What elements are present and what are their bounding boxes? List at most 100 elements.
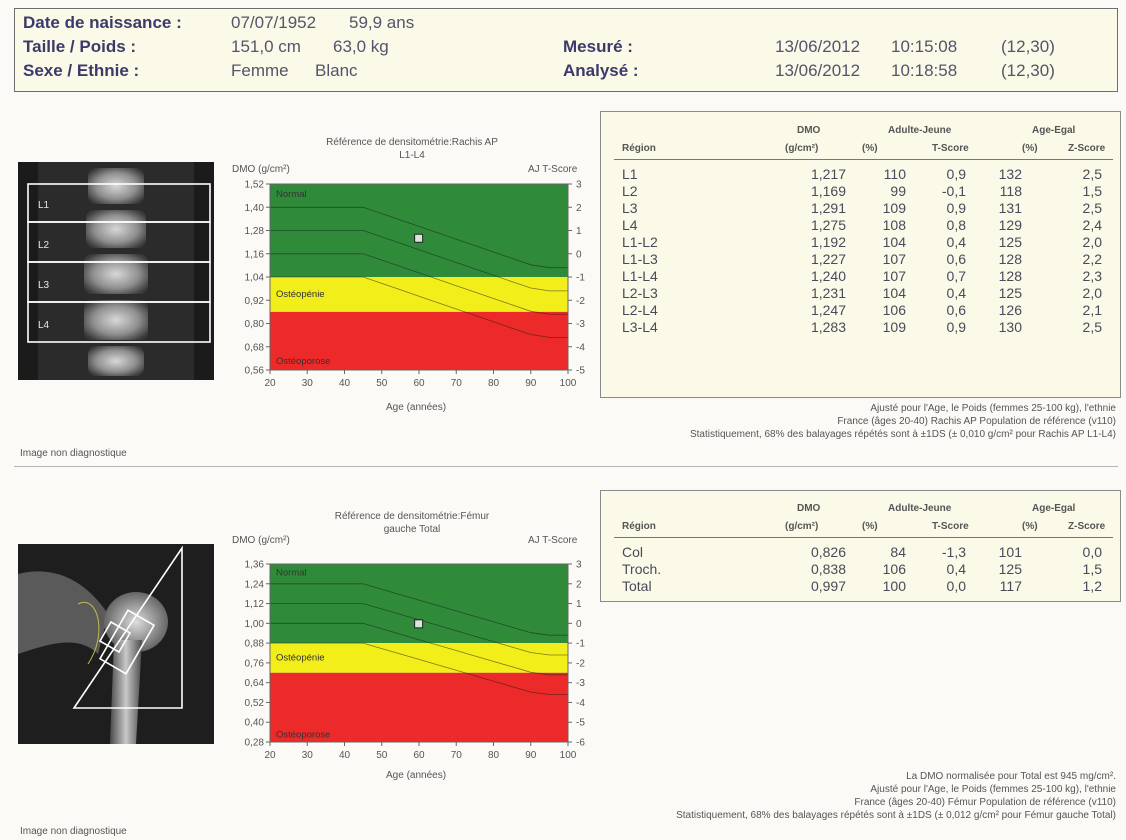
spine-note-2: France (âges 20-40) Rachis AP Population…	[837, 416, 1116, 427]
spine-cell-z-score: 2,5	[1082, 166, 1102, 182]
femur-table-header-rule	[614, 537, 1113, 538]
reference-curve	[270, 253, 568, 315]
spine-cell-region: L3	[622, 200, 638, 216]
femur-results-table	[600, 490, 1121, 602]
spine-cell-am-pct: 126	[998, 302, 1022, 318]
spine-non-diagnostic: Image non diagnostique	[20, 448, 127, 459]
t-tick-label: -1	[576, 639, 585, 650]
femur-cell-ya-pct: 106	[882, 561, 906, 577]
spine-cell-ya-pct: 104	[882, 234, 906, 250]
femur-cell-region: Total	[622, 578, 652, 594]
y-tick-label: 1,24	[245, 579, 265, 590]
spine-cell-bmd: 1,291	[810, 200, 846, 216]
spine-table-body: L1 1,217 110 0,9 132 2,5 L2 1,169 99 -0,1 118 1,5 L3…	[622, 166, 1102, 336]
x-tick-label: 80	[488, 378, 500, 389]
spine-th-z-score: Z-Score	[1068, 143, 1106, 154]
y-tick-label: 1,36	[245, 560, 265, 571]
y-tick-label: 1,28	[245, 226, 265, 237]
sex-value: Femme	[231, 61, 289, 80]
t-tick-label: 3	[576, 180, 582, 191]
t-tick-label: -6	[576, 738, 585, 749]
age-value: 59,9 ans	[349, 13, 415, 32]
femur-chart-xlabel: Age (années)	[386, 770, 447, 781]
spine-cell-z-score: 2,2	[1082, 251, 1102, 267]
y-tick-label: 1,00	[245, 619, 265, 630]
spine-cell-am-pct: 118	[999, 183, 1022, 199]
analyzed-time: 10:18:58	[891, 61, 958, 80]
spine-cell-am-pct: 125	[998, 285, 1022, 301]
spine-cell-t-score: 0,6	[946, 251, 966, 267]
femur-cell-bmd: 0,826	[810, 544, 846, 560]
x-tick-label: 70	[451, 750, 463, 761]
femur-cell-t-score: 0,0	[946, 578, 966, 594]
y-tick-label: 0,56	[245, 366, 265, 377]
scan-label-l4: L4	[38, 320, 50, 331]
spine-cell-region: L2-L4	[622, 302, 658, 318]
femur-cell-z-score: 0,0	[1082, 544, 1102, 560]
femur-scan-graphic	[18, 544, 214, 744]
zone-label: Normal	[276, 189, 307, 200]
femur-cell-t-score: 0,4	[946, 561, 966, 577]
spine-cell-am-pct: 132	[998, 166, 1022, 182]
spine-cell-t-score: 0,7	[946, 268, 966, 284]
y-tick-label: 0,88	[245, 639, 265, 650]
x-tick-label: 70	[451, 378, 463, 389]
spine-th-age-matched: Age-Egal	[1032, 125, 1076, 136]
femur-cell-bmd: 0,838	[810, 561, 846, 577]
spine-cell-t-score: 0,9	[946, 200, 966, 216]
spine-cell-ya-pct: 107	[882, 268, 906, 284]
spine-cell-t-score: 0,9	[946, 166, 966, 182]
reference-curve	[270, 583, 568, 636]
spine-cell-bmd: 1,231	[810, 285, 846, 301]
reference-curve	[270, 642, 568, 695]
spine-cell-bmd: 1,217	[810, 166, 846, 182]
spine-cell-z-score: 1,5	[1082, 183, 1102, 199]
spine-cell-t-score: 0,8	[946, 217, 966, 233]
femur-th-z-score: Z-Score	[1068, 521, 1106, 532]
zone-label: Normal	[276, 567, 307, 578]
y-tick-label: 1,16	[245, 249, 265, 260]
spine-cell-bmd: 1,240	[810, 268, 846, 284]
femur-scan-image	[18, 544, 214, 744]
size-weight-label: Taille / Poids :	[23, 37, 137, 56]
spine-chart-title-line2: L1-L4	[399, 150, 425, 161]
x-tick-label: 90	[525, 750, 537, 761]
femur-th-t-score: T-Score	[932, 521, 969, 532]
spine-th-ya-pct: (%)	[862, 143, 878, 154]
spine-th-region: Région	[622, 143, 656, 154]
spine-th-am-pct: (%)	[1022, 143, 1038, 154]
spine-cell-z-score: 2,4	[1082, 217, 1102, 233]
femur-cell-region: Troch.	[622, 561, 662, 577]
spine-row: L3 1,291 109 0,9 131 2,5	[622, 200, 1102, 217]
femur-notes: La DMO normalisée pour Total est 945 mg/…	[676, 770, 1116, 822]
spine-cell-ya-pct: 99	[890, 183, 906, 199]
t-tick-label: 2	[576, 579, 582, 590]
spine-cell-region: L1-L4	[622, 268, 658, 284]
zone-label: Ostéoporose	[276, 730, 330, 741]
femur-chart-title-line2: gauche Total	[383, 524, 441, 535]
y-tick-label: 0,28	[245, 738, 265, 749]
femur-cell-am-pct: 101	[998, 544, 1022, 560]
y-tick-label: 0,80	[245, 319, 265, 330]
spine-cell-t-score: 0,4	[946, 285, 966, 301]
spine-row: L2-L4 1,247 106 0,6 126 2,1	[622, 302, 1102, 319]
y-tick-label: 1,40	[245, 203, 265, 214]
spine-row: L1-L2 1,192 104 0,4 125 2,0	[622, 234, 1102, 251]
y-tick-label: 1,04	[245, 273, 265, 284]
femur-th-bmd-unit: (g/cm²)	[785, 521, 819, 532]
spine-scan-image: L1 L2 L3 L4	[18, 162, 214, 380]
femur-row: Total 0,997 100 0,0 117 1,2	[622, 578, 1102, 595]
analyzed-label: Analysé :	[563, 61, 639, 80]
femur-chart-title-line1: Référence de densitométrie:Fémur	[334, 511, 490, 522]
femur-cell-z-score: 1,5	[1082, 561, 1102, 577]
femur-th-age-matched: Age-Egal	[1032, 503, 1076, 514]
weight-value: 63,0 kg	[333, 37, 389, 56]
spine-cell-ya-pct: 104	[882, 285, 906, 301]
patient-marker	[414, 233, 424, 243]
femur-table-body: Col 0,826 84 -1,3 101 0,0 Troch. 0,838 106 0,4 125…	[622, 544, 1102, 595]
spine-cell-ya-pct: 110	[883, 166, 906, 182]
dob-value: 07/07/1952	[231, 13, 317, 32]
spine-cell-t-score: 0,4	[946, 234, 966, 250]
spine-table-header-rule	[614, 159, 1113, 160]
x-tick-label: 50	[376, 378, 388, 389]
